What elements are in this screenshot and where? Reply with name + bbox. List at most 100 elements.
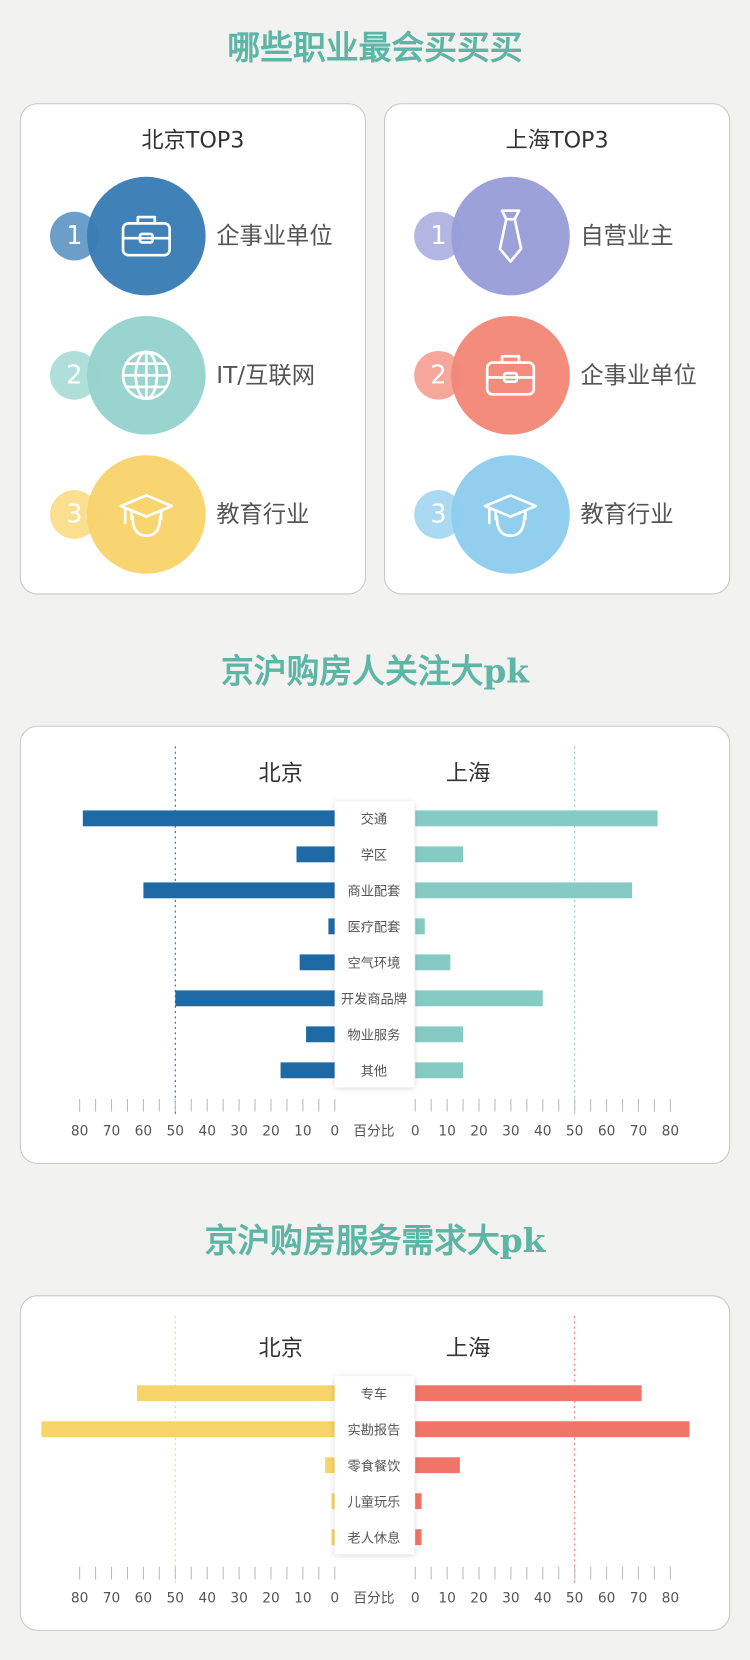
chart-title: 京沪购房服务需求大pk [205,1221,547,1260]
x-tick-label: 10 [438,1124,456,1140]
x-tick-label: 20 [262,1124,280,1140]
bar [299,954,335,971]
rank-badge [414,490,463,539]
x-tick-label: 30 [230,1124,248,1140]
chart: 京沪购房服务需求大pk 北京 0 10 20 30 40 50 60 70 80 上海 0 10 20 30 4… [19,1221,731,1631]
category-label: 交通 [361,810,387,827]
bar [306,1026,335,1043]
category-label: 老人休息 [348,1529,401,1546]
item-label: 教育行业 [580,501,673,528]
item-label: 企事业单位 [580,362,696,389]
category-label: 儿童玩乐 [348,1493,401,1510]
x-tick-label: 10 [294,1591,312,1607]
bar [415,990,543,1007]
icon-part [121,350,171,400]
icon-part [121,215,171,240]
x-tick-label: 30 [502,1591,519,1607]
rank-number: 2 [66,359,82,389]
category-label: 学区 [361,847,387,863]
page-title: 哪些职业最会买买买 [227,28,522,67]
rank-number: 2 [430,359,446,389]
rank-badge [414,211,463,261]
bar [415,1385,642,1402]
card-title: 上海TOP3 [506,127,609,153]
x-tick-label: 50 [566,1591,584,1607]
x-tick-label: 80 [71,1124,89,1140]
bar [415,882,633,899]
item-circle [451,316,570,435]
bar [415,1062,464,1079]
ranking-card: 上海TOP3 1 自营业主 2 企事业单位 3 教育行业 [383,103,731,595]
bar [143,882,335,899]
ranking-item: 3 教育行业 [414,455,674,574]
bar [415,1493,422,1510]
chart-title: 京沪购房人关注大pk [221,651,530,690]
item-circle [451,176,570,296]
icon-part [485,354,536,379]
bar [415,846,464,863]
icon-part [498,209,523,263]
bar [415,810,658,827]
ranking-item: 1 企事业单位 [49,176,333,296]
x-tick-label: 60 [135,1124,153,1140]
icon-part [131,515,162,538]
x-tick-label: 20 [470,1591,488,1607]
rank-badge [49,350,99,400]
category-label: 零食餐饮 [348,1457,401,1474]
card-title: 北京TOP3 [141,127,244,153]
category-label: 开发商品牌 [341,990,407,1007]
category-box [334,801,415,1088]
category-label: 专车 [361,1385,387,1402]
x-tick-label: 70 [103,1124,121,1140]
category-label: 实勘报告 [348,1422,401,1438]
item-label: 自营业主 [580,223,673,250]
bar [82,810,335,827]
center-axis-label: 百分比 [353,1124,394,1140]
x-tick-label: 50 [167,1591,185,1607]
x-tick-label: 60 [598,1124,616,1140]
item-label: IT/互联网 [216,362,315,389]
rank-number: 3 [430,499,446,529]
x-tick-label: 70 [103,1591,121,1607]
chart: 京沪购房人关注大pk 北京 0 10 20 30 40 50 60 70 80 上海 0 10 20 30 40… [19,651,731,1165]
x-tick-label: 70 [630,1591,648,1607]
ranking-item: 3 教育行业 [49,455,309,574]
bar [325,1457,335,1474]
category-label: 空气环境 [348,955,401,971]
category-label: 商业配套 [348,883,401,899]
x-tick-label: 80 [662,1124,680,1140]
center-axis-label: 百分比 [353,1591,394,1607]
x-tick-label: 40 [198,1124,216,1140]
x-tick-label: 20 [262,1591,280,1607]
bar [415,954,451,971]
category-label: 其他 [361,1063,387,1079]
x-tick-label: 60 [135,1591,153,1607]
x-tick-label: 40 [534,1591,552,1607]
item-circle [451,455,570,574]
item-label: 教育行业 [216,501,309,528]
bar [280,1062,335,1079]
x-tick-label: 80 [662,1591,680,1607]
legend-label: 北京 [259,760,303,786]
icon-part [119,494,174,525]
category-label: 物业服务 [348,1027,401,1043]
ranking-item: 2 企事业单位 [414,316,697,435]
x-tick-label: 50 [167,1124,185,1140]
bar [328,918,335,935]
rank-badge [49,211,99,261]
legend-label: 上海 [446,760,490,786]
rank-number: 1 [66,220,82,250]
rank-badge [49,490,99,539]
x-tick-label: 50 [566,1124,584,1140]
bar [331,1493,335,1510]
x-tick-label: 70 [630,1124,648,1140]
bar [296,846,335,863]
rank-badge [414,350,463,400]
bar [415,1421,690,1438]
legend-label: 北京 [259,1335,303,1361]
x-tick-label: 0 [411,1591,420,1607]
x-tick-label: 10 [438,1591,456,1607]
item-label: 企事业单位 [216,223,332,250]
x-tick-label: 0 [330,1591,339,1607]
